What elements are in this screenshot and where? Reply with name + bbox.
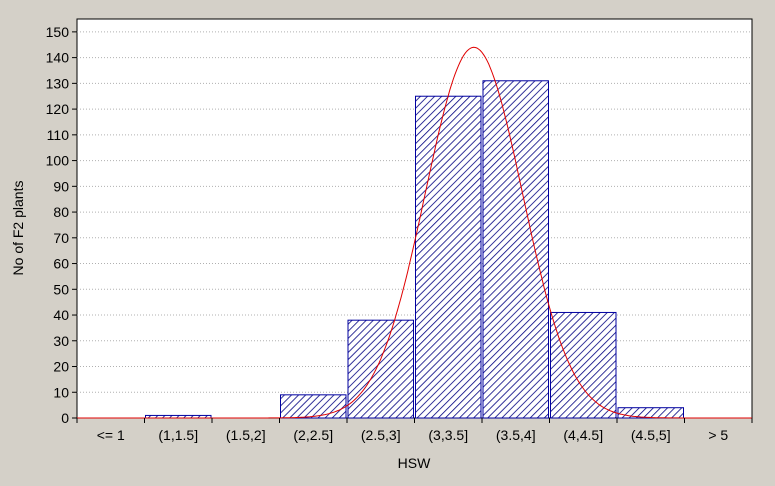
x-tick-label: (4,4.5] <box>563 427 603 443</box>
histogram-bar <box>550 311 617 419</box>
y-tick-label: 30 <box>53 333 69 349</box>
y-tick-label: 20 <box>53 359 69 375</box>
y-tick-label: 150 <box>46 24 70 40</box>
x-axis-title: HSW <box>398 455 431 471</box>
y-tick-label: 50 <box>53 281 69 297</box>
x-tick-label: (3.5,4] <box>496 427 536 443</box>
y-tick-label: 90 <box>53 178 69 194</box>
x-tick-label: (1,1.5] <box>158 427 198 443</box>
normal-fit-curve <box>77 46 752 419</box>
histogram-bar <box>415 95 482 419</box>
x-tick-label: <= 1 <box>97 427 125 443</box>
histogram-bar <box>280 394 347 419</box>
y-tick-label: 70 <box>53 230 69 246</box>
plot-area <box>76 18 753 419</box>
y-tick-label: 40 <box>53 307 69 323</box>
x-tick-label: > 5 <box>708 427 728 443</box>
x-tick-label: (1.5,2] <box>226 427 266 443</box>
y-axis-ticks: 0 10 20 30 40 50 60 70 80 90 100 110 120 130 140 150 <box>46 24 77 426</box>
histogram-bar <box>482 80 549 419</box>
y-tick-label: 80 <box>53 204 69 220</box>
x-tick-label: (2,2.5] <box>293 427 333 443</box>
bars <box>145 80 684 419</box>
y-tick-label: 0 <box>61 410 69 426</box>
y-tick-label: 110 <box>47 127 70 143</box>
x-axis-ticks: <= 1 (1,1.5] (1.5,2] (2,2.5] (2.5,3] (3,3.5] (… <box>76 418 753 443</box>
x-tick-label: (3,3.5] <box>428 427 468 443</box>
y-tick-label: 120 <box>46 101 70 117</box>
y-axis-title: No of F2 plants <box>10 181 26 276</box>
x-tick-label: (2.5,3] <box>361 427 401 443</box>
y-tick-label: 130 <box>46 75 70 91</box>
y-tick-label: 10 <box>53 384 69 400</box>
histogram-bar <box>347 319 414 419</box>
y-tick-label: 140 <box>46 50 70 66</box>
y-tick-label: 100 <box>46 153 70 169</box>
y-tick-label: 60 <box>53 256 69 272</box>
histogram-bar <box>617 407 684 419</box>
x-tick-label: (4.5,5] <box>631 427 671 443</box>
